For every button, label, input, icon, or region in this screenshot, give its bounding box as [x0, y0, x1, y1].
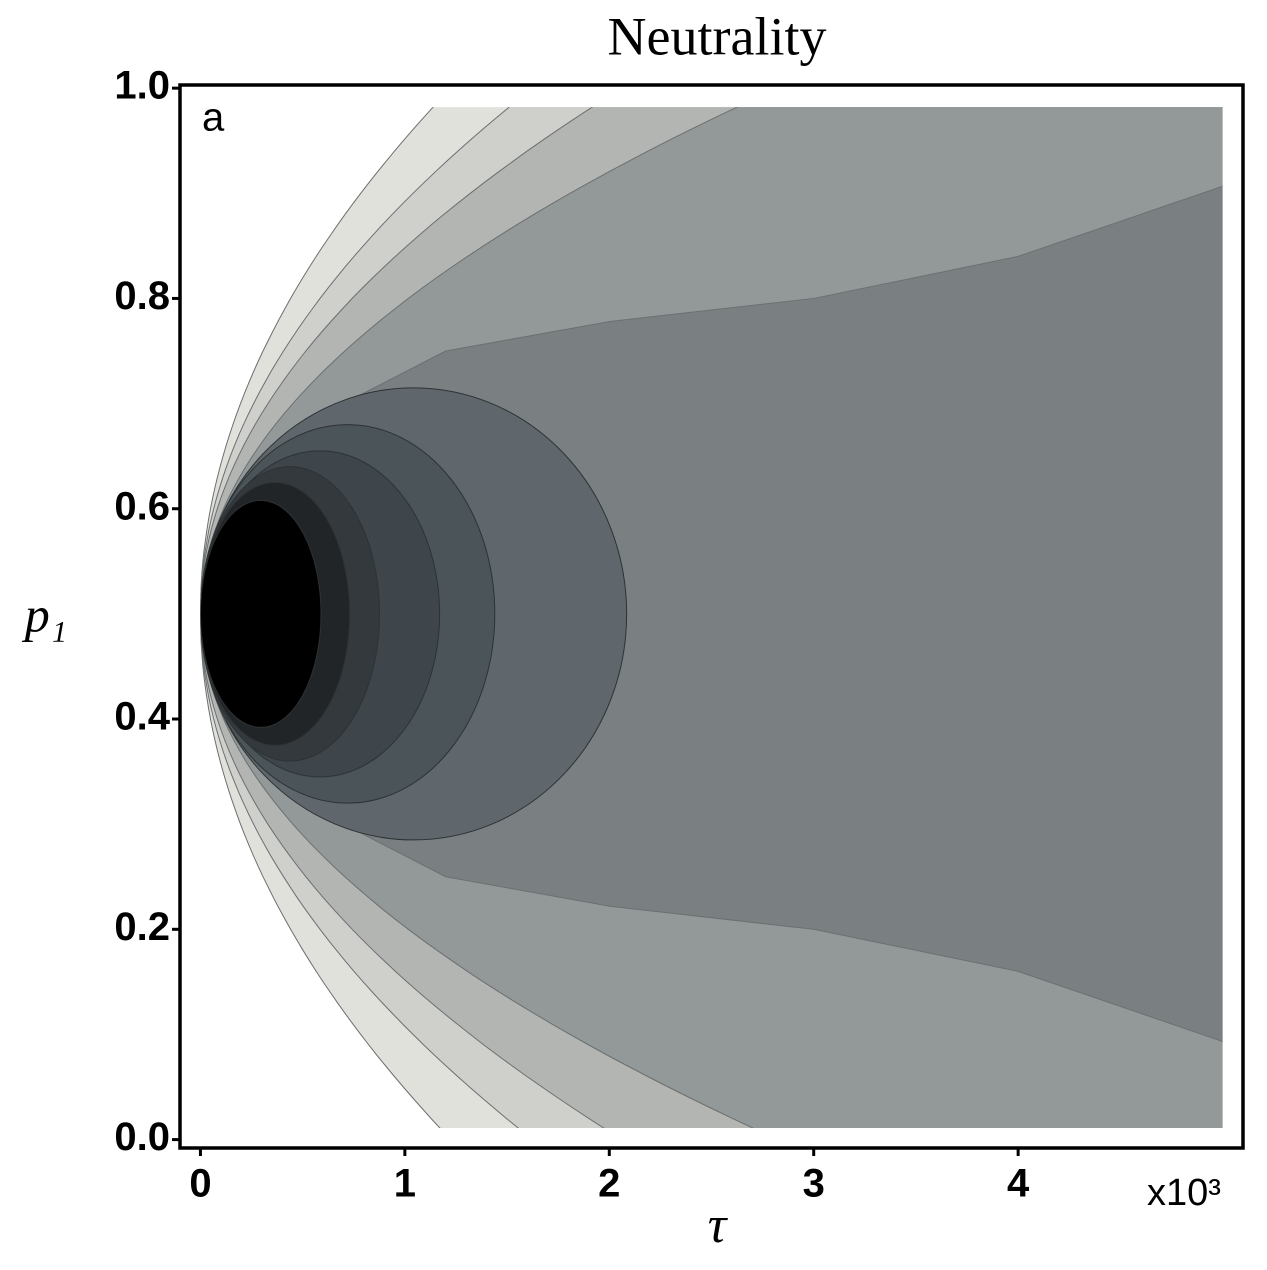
y-tick-label: 0.8 [114, 274, 170, 318]
contour-fields [200, 107, 1223, 1129]
x-tick-label: 1 [394, 1162, 416, 1206]
plot-frame [178, 83, 1245, 1150]
x-tick-label: 2 [598, 1162, 620, 1206]
contour-band [200, 499, 322, 728]
x-multiplier: x10³ [1147, 1172, 1221, 1214]
chart-title: Neutrality [608, 6, 827, 66]
y-tick-label: 1.0 [114, 64, 170, 108]
y-tick-label: 0.6 [114, 484, 170, 528]
y-tick-label: 0.0 [114, 1115, 170, 1159]
x-tick-label: 0 [189, 1162, 211, 1206]
x-tick-label: 3 [803, 1162, 825, 1206]
x-axis-label: τ [708, 1197, 729, 1254]
panel-label: a [202, 96, 225, 140]
y-tick-label: 0.4 [114, 695, 170, 739]
y-axis-label: p₁ [22, 586, 67, 642]
y-tick-label: 0.2 [114, 905, 170, 949]
x-tick-label: 4 [1007, 1162, 1030, 1206]
